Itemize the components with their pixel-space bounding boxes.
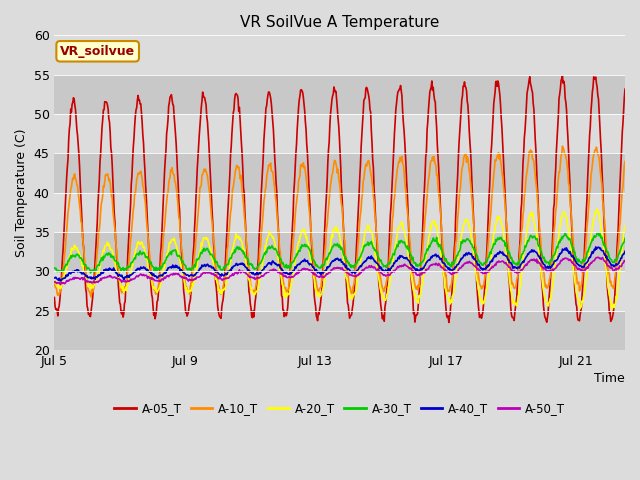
Bar [54,75,625,114]
Text: Time: Time [595,372,625,385]
Bar [54,193,625,232]
Legend: A-05_T, A-10_T, A-20_T, A-30_T, A-40_T, A-50_T: A-05_T, A-10_T, A-20_T, A-30_T, A-40_T, … [109,397,570,420]
Bar [54,272,625,311]
Bar [54,36,625,75]
Bar [54,154,625,193]
Y-axis label: Soil Temperature (C): Soil Temperature (C) [15,129,28,257]
Bar [54,114,625,154]
Title: VR SoilVue A Temperature: VR SoilVue A Temperature [240,15,440,30]
Bar [54,232,625,272]
Text: VR_soilvue: VR_soilvue [60,45,135,58]
Bar [54,311,625,350]
